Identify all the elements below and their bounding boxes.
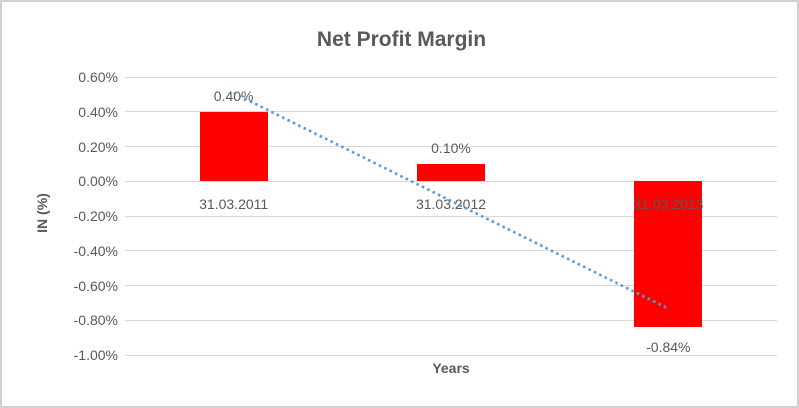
y-axis-tick-label: -1.00% [73, 347, 118, 363]
category-label: 31.03.2012 [415, 196, 487, 213]
y-axis-tick-label: 0.20% [78, 138, 118, 155]
chart-title: Net Profit Margin [316, 28, 487, 51]
bar-value-label: 0.40% [213, 87, 254, 104]
bar [417, 163, 485, 182]
bar [199, 111, 268, 182]
y-axis-tick-label: -0.80% [73, 312, 118, 329]
x-axis-title: Years [432, 360, 470, 376]
gridline [125, 319, 777, 321]
y-axis-tick-label: 0.40% [78, 103, 118, 120]
y-axis-tick-label: -0.40% [73, 242, 118, 259]
category-label: 31.03.2011 [199, 196, 269, 213]
y-axis-tick-label: 0.00% [78, 173, 118, 190]
bar-value-label: -0.84% [646, 339, 691, 356]
y-axis-tick-label: 0.60% [78, 69, 118, 85]
category-label: 31.03.2013 [633, 196, 704, 213]
gridline [125, 76, 777, 78]
y-axis-tick-label: -0.20% [73, 208, 118, 224]
bar-value-label: 0.10% [431, 139, 471, 156]
gridline [125, 354, 777, 356]
y-axis-tick-label: -0.60% [73, 277, 118, 294]
